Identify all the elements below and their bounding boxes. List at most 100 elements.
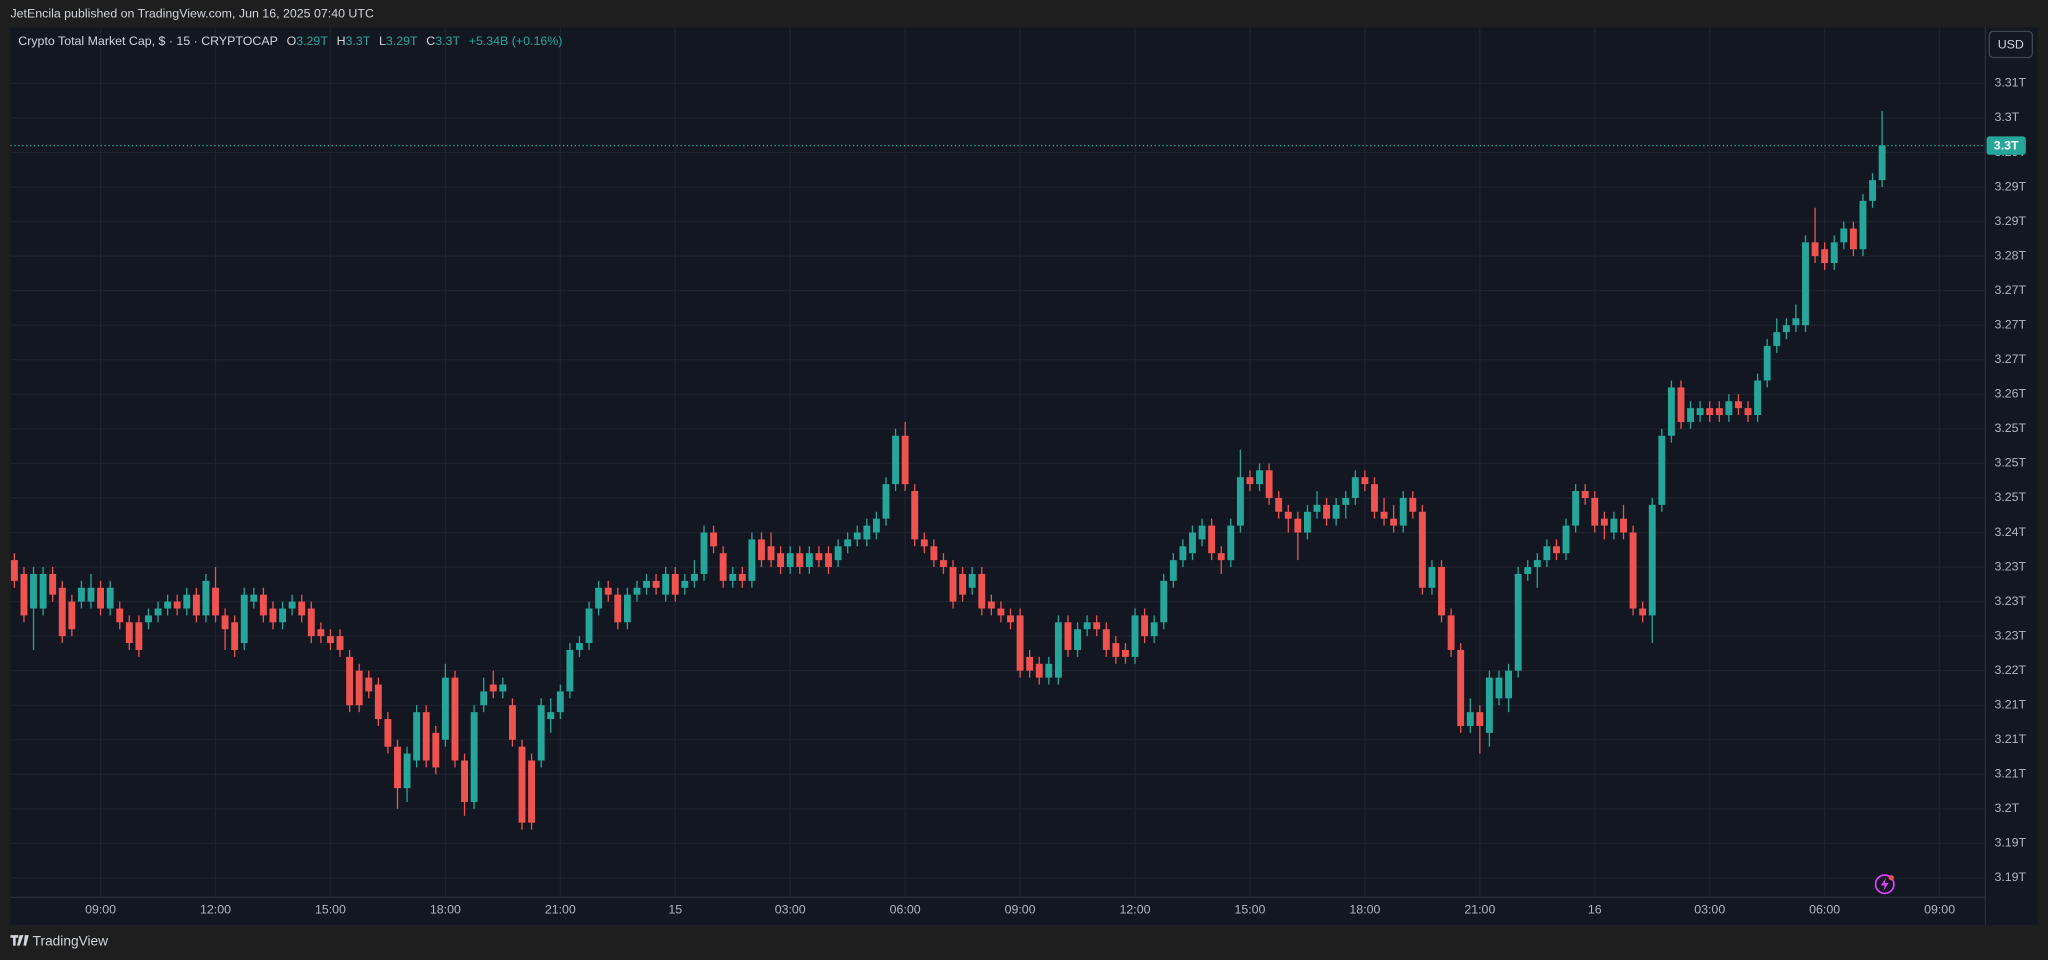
candle-body [269, 608, 277, 623]
y-tick-label: 3.3T [1994, 110, 2019, 124]
legend-key: C [426, 34, 435, 48]
x-tick-label: 09:00 [1924, 903, 1955, 917]
brand[interactable]: TradingView [10, 933, 108, 948]
candle-body [1533, 560, 1541, 568]
alert-ring[interactable] [1874, 874, 1895, 895]
candles [10, 111, 1986, 830]
candle-body [1629, 532, 1637, 609]
candle-body [1830, 242, 1838, 264]
candle-body [815, 553, 823, 561]
candle-body [1572, 491, 1580, 526]
y-tick-label: 3.23T [1994, 594, 2026, 608]
currency-box[interactable] [1988, 30, 2033, 59]
candle-body [1859, 200, 1867, 250]
candle-body [882, 484, 890, 519]
candle-body [1294, 518, 1302, 533]
candle-body [940, 560, 947, 568]
x-tick-label: 15:00 [315, 903, 346, 917]
candle-body [1265, 470, 1273, 498]
candle-body [1438, 567, 1445, 616]
y-tick-label: 3.26T [1994, 387, 2026, 401]
candle-body [1332, 504, 1340, 519]
candle-body [643, 580, 650, 588]
candle-body [662, 573, 670, 595]
candle-body [585, 608, 593, 644]
brand-logo[interactable] [10, 935, 29, 946]
candle-body [623, 594, 631, 623]
candle-body [1677, 387, 1685, 422]
x-tick-label: 12:00 [1120, 903, 1151, 917]
candle-body [1687, 408, 1695, 422]
published-note: JetEncila published on TradingView.com, … [10, 7, 374, 21]
candle-body [911, 491, 919, 540]
candle-body [1811, 242, 1819, 257]
candle-body [451, 677, 459, 761]
candle-body [1735, 401, 1742, 409]
candle-body [77, 587, 85, 602]
candle-body [633, 587, 641, 595]
candle-body [1160, 580, 1168, 623]
candle-body [1179, 546, 1187, 561]
alert-bolt[interactable] [1880, 877, 1889, 891]
x-tick-label: 15:00 [1234, 903, 1265, 917]
candle-body [374, 684, 382, 720]
candle-body [97, 587, 105, 609]
candle-body [259, 594, 267, 616]
legend-key: H [337, 34, 346, 48]
candle-body [1581, 491, 1589, 498]
candle-body [317, 629, 325, 637]
candle-body [1763, 345, 1771, 381]
y-tick-label: 3.2T [1994, 801, 2019, 815]
candle-body [892, 435, 900, 485]
candle-body [49, 573, 57, 595]
y-tick-label: 3.31T [1994, 76, 2026, 90]
candle-body [1457, 649, 1465, 726]
candle-body [1351, 477, 1359, 498]
candle-body [1418, 511, 1426, 588]
candle-body [413, 712, 421, 761]
candle-body [1849, 228, 1857, 250]
last-price-box [1986, 136, 2026, 155]
candle-body [212, 587, 219, 616]
candle-body [346, 656, 354, 706]
candle-body [930, 546, 938, 561]
candle-body [1227, 525, 1235, 561]
candle-body [1054, 622, 1062, 678]
candle-body [748, 539, 756, 581]
candle-body [1016, 615, 1024, 671]
candle-body [10, 560, 18, 581]
candle-body [777, 553, 785, 568]
y-tick-label: 3.27T [1994, 317, 2026, 331]
candle-body [1524, 567, 1532, 574]
candle-body [116, 608, 124, 623]
candle-body [1246, 477, 1254, 485]
candle-body [566, 649, 574, 692]
candle-body [604, 587, 612, 595]
candle-body [279, 608, 287, 623]
candle-body [1074, 629, 1081, 650]
brand-name[interactable]: TradingView [33, 933, 109, 948]
candle-body [1821, 249, 1829, 264]
y-tick-label: 3.25T [1994, 456, 2026, 470]
currency-label[interactable]: USD [1998, 37, 2024, 51]
currency-button[interactable]: USD [1988, 30, 2033, 59]
candle-body [700, 532, 708, 574]
candle-body [1562, 525, 1570, 554]
candle-body [652, 580, 660, 588]
symbol-title: Crypto Total Market Cap, $ · 15 · CRYPTO… [18, 34, 278, 48]
legend-value: 3.3T [346, 34, 371, 48]
candle-body [1620, 518, 1627, 533]
alert-dot[interactable] [1888, 875, 1894, 881]
candle-body [719, 553, 727, 581]
candle-body [1131, 615, 1139, 657]
alert-icon[interactable] [1874, 874, 1895, 895]
candle-body [1026, 656, 1034, 671]
candle-body [1725, 401, 1733, 416]
candle-body [805, 553, 813, 568]
candle-body [183, 594, 191, 609]
candle-body [288, 601, 296, 609]
candle-body [614, 594, 622, 623]
candle-body [58, 587, 66, 637]
candle-body [1428, 567, 1436, 588]
candle-body [547, 712, 555, 720]
